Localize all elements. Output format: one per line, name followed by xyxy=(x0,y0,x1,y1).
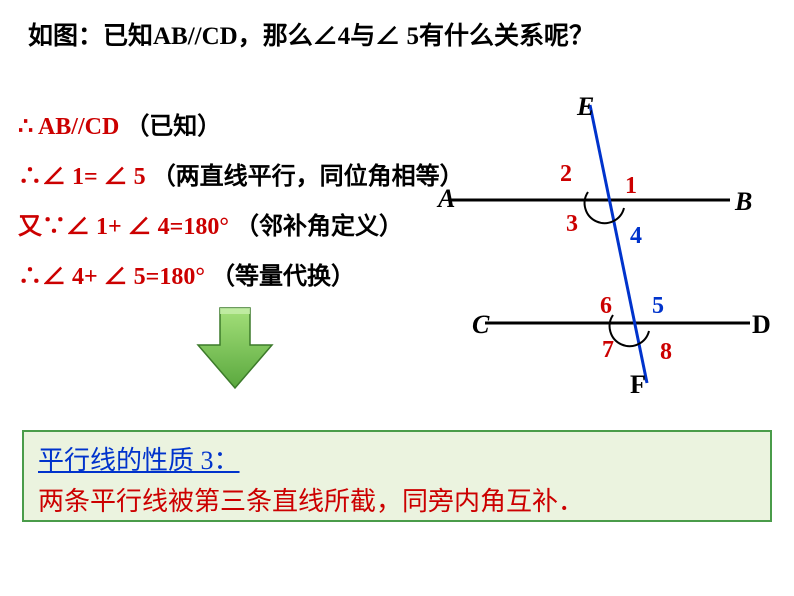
symbol: ∴ xyxy=(18,114,33,140)
theorem-box: 平行线的性质 3： 两条平行线被第三条直线所截，同旁内角互补． xyxy=(22,430,772,522)
proof-line-2: ∴∠ 1= ∠ 5 （两直线平行，同位角相等） xyxy=(18,156,464,191)
angle-4: 4 xyxy=(630,223,642,249)
down-arrow-icon xyxy=(190,300,280,395)
angle-7: 7 xyxy=(602,337,614,363)
proof-line-3: 又∵∠ 1+ ∠ 4=180° （邻补角定义） xyxy=(18,206,403,241)
angle-1: 1 xyxy=(625,173,637,199)
label-B: B xyxy=(734,187,752,216)
angle-5: 5 xyxy=(652,293,664,319)
statement: ∴∠ 4+ ∠ 5=180° xyxy=(18,264,205,290)
label-A: A xyxy=(436,184,455,213)
reason: （两直线平行，同位角相等） xyxy=(152,164,464,190)
reason: （邻补角定义） xyxy=(235,214,403,240)
angle-6: 6 xyxy=(600,293,612,319)
theorem-title: 平行线的性质 3： xyxy=(38,440,756,477)
theorem-body: 两条平行线被第三条直线所截，同旁内角互补． xyxy=(38,481,756,518)
label-F: F xyxy=(630,370,646,395)
geometry-diagram: E F A B C D 1 2 3 4 5 6 7 8 xyxy=(430,95,775,395)
label-D: D xyxy=(752,310,771,339)
question-text: 如图：已知AB//CD，那么∠4与∠ 5有什么关系呢？ xyxy=(28,16,594,52)
label-C: C xyxy=(472,310,490,339)
angle-2: 2 xyxy=(560,161,572,187)
label-E: E xyxy=(576,95,594,121)
statement: ∴∠ 1= ∠ 5 xyxy=(18,164,146,190)
reason: （等量代换） xyxy=(211,264,355,290)
statement: AB//CD xyxy=(38,114,119,140)
proof-line-1: ∴ AB//CD （已知） xyxy=(18,106,221,141)
reason: （已知） xyxy=(125,114,221,140)
angle-8: 8 xyxy=(660,339,672,365)
statement: 又∵∠ 1+ ∠ 4=180° xyxy=(18,214,229,240)
proof-line-4: ∴∠ 4+ ∠ 5=180° （等量代换） xyxy=(18,256,355,291)
angle-3: 3 xyxy=(566,211,578,237)
